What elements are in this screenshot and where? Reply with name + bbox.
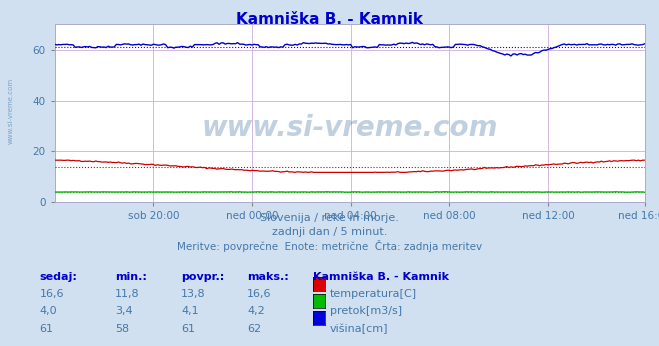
Text: Meritve: povprečne  Enote: metrične  Črta: zadnja meritev: Meritve: povprečne Enote: metrične Črta:…	[177, 240, 482, 253]
Text: Kamniška B. - Kamnik: Kamniška B. - Kamnik	[236, 12, 423, 27]
Text: 62: 62	[247, 324, 261, 334]
Text: Slovenija / reke in morje.: Slovenija / reke in morje.	[260, 213, 399, 223]
Text: sedaj:: sedaj:	[40, 272, 77, 282]
Text: 58: 58	[115, 324, 129, 334]
Text: pretok[m3/s]: pretok[m3/s]	[330, 306, 402, 316]
Text: povpr.:: povpr.:	[181, 272, 225, 282]
Text: www.si-vreme.com: www.si-vreme.com	[202, 113, 498, 142]
Text: 61: 61	[181, 324, 195, 334]
Text: višina[cm]: višina[cm]	[330, 324, 389, 334]
Text: 61: 61	[40, 324, 53, 334]
Text: maks.:: maks.:	[247, 272, 289, 282]
Text: 4,0: 4,0	[40, 306, 57, 316]
Text: www.si-vreme.com: www.si-vreme.com	[8, 78, 14, 144]
Text: Kamniška B. - Kamnik: Kamniška B. - Kamnik	[313, 272, 449, 282]
Text: min.:: min.:	[115, 272, 147, 282]
Text: 4,2: 4,2	[247, 306, 265, 316]
Text: 4,1: 4,1	[181, 306, 199, 316]
Text: 13,8: 13,8	[181, 289, 206, 299]
Text: temperatura[C]: temperatura[C]	[330, 289, 417, 299]
Text: 3,4: 3,4	[115, 306, 133, 316]
Text: 16,6: 16,6	[247, 289, 272, 299]
Text: zadnji dan / 5 minut.: zadnji dan / 5 minut.	[272, 227, 387, 237]
Text: 11,8: 11,8	[115, 289, 140, 299]
Text: 16,6: 16,6	[40, 289, 64, 299]
